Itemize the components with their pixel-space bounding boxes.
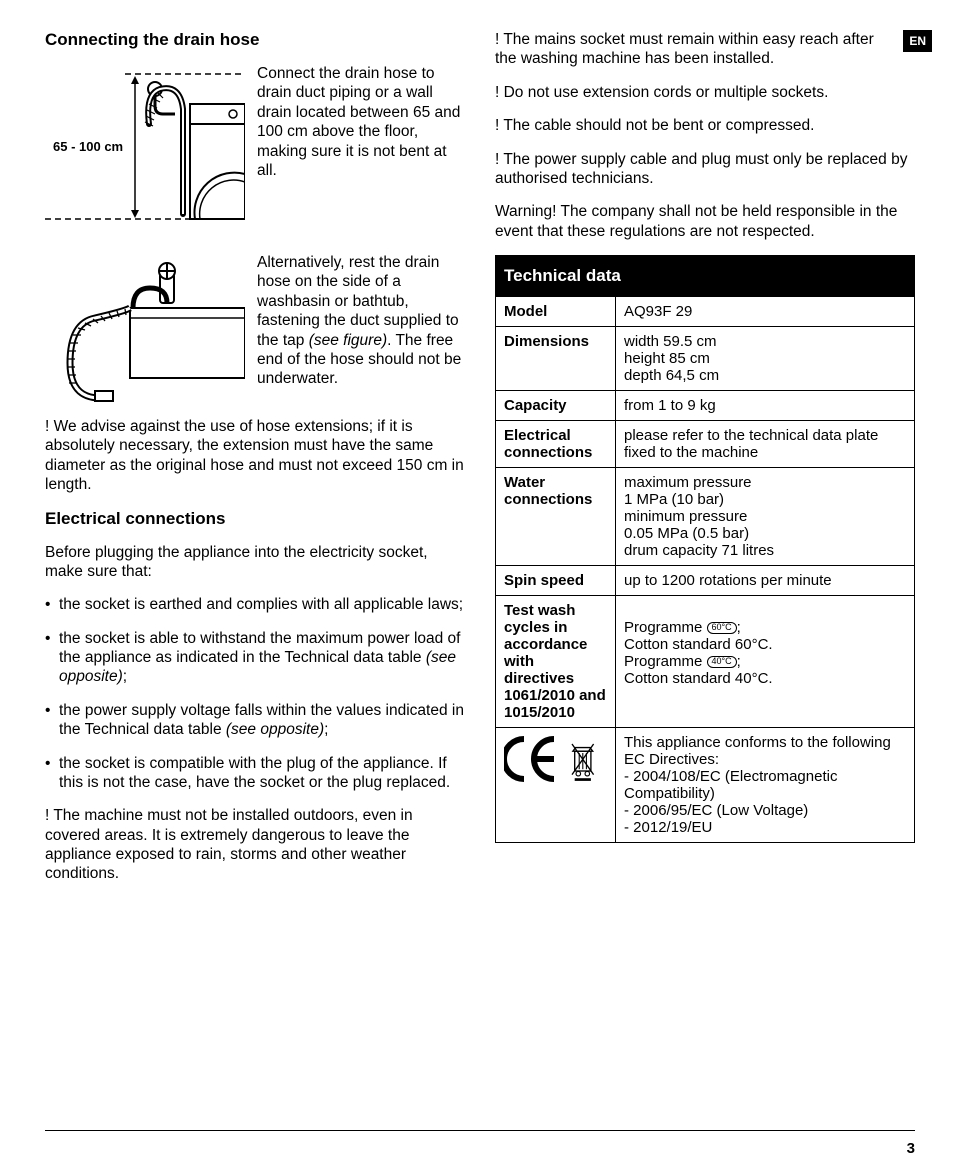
td-ss-value: up to 1200 rotations per minute: [616, 566, 915, 596]
td-wc-label: Water connections: [496, 468, 616, 566]
elec-b3c: ;: [324, 721, 328, 738]
drain-para-2b: (see figure): [309, 332, 387, 349]
elec-bullet-4: the socket is compatible with the plug o…: [45, 754, 465, 793]
elec-intro: Before plugging the appliance into the e…: [45, 543, 465, 582]
technical-data-table: Technical data Model AQ93F 29 Dimensions…: [495, 255, 915, 843]
ce-mark-icon: [504, 734, 599, 789]
td-model-label: Model: [496, 297, 616, 327]
drain-block-1: 65 - 100 cm Connect the drain hose to dr…: [45, 64, 465, 249]
programme-badge-40: 40°C: [707, 656, 737, 668]
left-column: Connecting the drain hose: [45, 30, 465, 898]
drain-text-2: Alternatively, rest the drain hose on th…: [257, 253, 465, 389]
elec-bullet-list: the socket is earthed and complies with …: [45, 595, 465, 792]
td-ce-icons: [496, 728, 616, 843]
elec-bullet-1: the socket is earthed and complies with …: [45, 595, 465, 614]
td-tw-value: Programme 60°C; Cotton standard 60°C. Pr…: [616, 596, 915, 728]
drain-block-2: Alternatively, rest the drain hose on th…: [45, 253, 465, 403]
drain-figure-2: [45, 253, 245, 403]
page-content: Connecting the drain hose: [45, 30, 915, 898]
td-ss-label: Spin speed: [496, 566, 616, 596]
warn-hose-extension: ! We advise against the use of hose exte…: [45, 417, 465, 495]
td-ec-label: Electrical connections: [496, 421, 616, 468]
warn-cable-bent: ! The cable should not be bent or compre…: [495, 116, 915, 135]
warn-outdoors: ! The machine must not be installed outd…: [45, 806, 465, 884]
td-ec-value: please refer to the technical data plate…: [616, 421, 915, 468]
page-number: 3: [907, 1140, 915, 1157]
td-cap-value: from 1 to 9 kg: [616, 391, 915, 421]
figure1-label: 65 - 100 cm: [53, 139, 128, 154]
td-wc-value: maximum pressure 1 MPa (10 bar) minimum …: [616, 468, 915, 566]
tw-p1: Programme: [624, 619, 707, 636]
drain-text-1: Connect the drain hose to drain duct pip…: [257, 64, 465, 180]
drain-para-2: Alternatively, rest the drain hose on th…: [257, 253, 465, 389]
elec-b2c: ;: [123, 668, 127, 685]
td-cap-label: Capacity: [496, 391, 616, 421]
language-badge: EN: [903, 30, 932, 52]
tech-title: Technical data: [496, 256, 915, 297]
td-model-value: AQ93F 29: [616, 297, 915, 327]
warn-extension-cords: ! Do not use extension cords or multiple…: [495, 83, 915, 102]
drain-para-1: Connect the drain hose to drain duct pip…: [257, 64, 465, 180]
warn-socket-reach: ! The mains socket must remain within ea…: [495, 30, 915, 69]
elec-bullet-3: the power supply voltage falls within th…: [45, 701, 465, 740]
warn-cable-replace: ! The power supply cable and plug must o…: [495, 150, 915, 189]
td-tw-label: Test wash cycles in accordance with dire…: [496, 596, 616, 728]
td-dim-label: Dimensions: [496, 327, 616, 391]
elec-bullet-2: the socket is able to withstand the maxi…: [45, 629, 465, 687]
td-dim-value: width 59.5 cm height 85 cm depth 64,5 cm: [616, 327, 915, 391]
heading-drain-hose: Connecting the drain hose: [45, 30, 465, 50]
footer-divider: [45, 1130, 915, 1131]
td-ce-value: This appliance conforms to the following…: [616, 728, 915, 843]
elec-b2a: the socket is able to withstand the maxi…: [59, 630, 460, 666]
heading-electrical: Electrical connections: [45, 509, 465, 529]
elec-b3b: (see opposite): [226, 721, 324, 738]
drain-figure-1: 65 - 100 cm: [45, 64, 245, 249]
right-column: ! The mains socket must remain within ea…: [495, 30, 915, 898]
warn-company: Warning! The company shall not be held r…: [495, 202, 915, 241]
programme-badge-60: 60°C: [707, 622, 737, 634]
